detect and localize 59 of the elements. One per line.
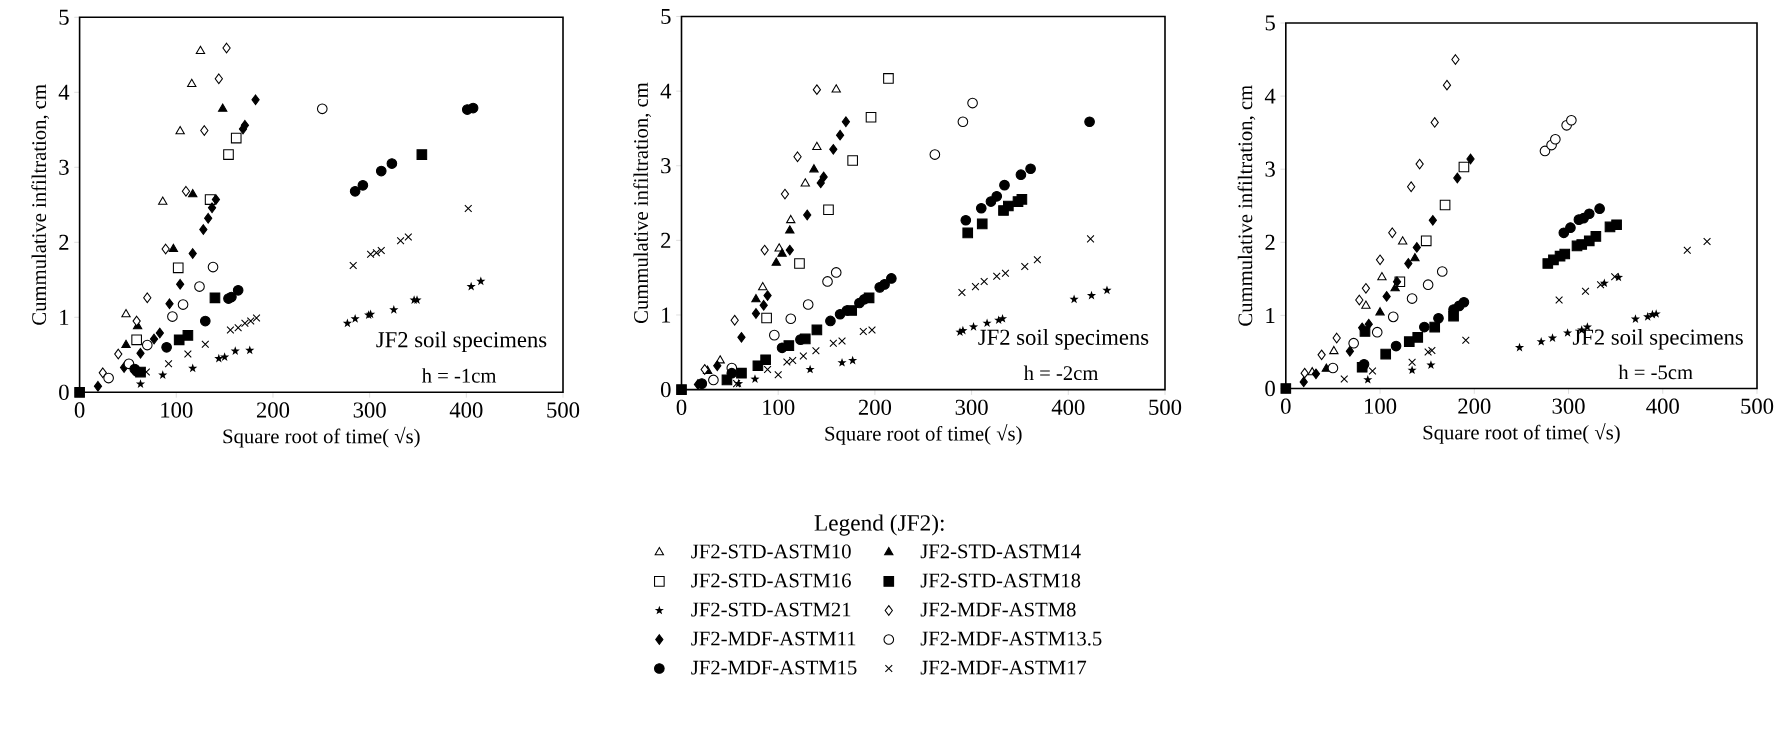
x-tick-label: 200 [858,399,892,415]
legend-label: JF2-STD-ASTM10 [691,544,851,559]
y-tick-label: 1 [60,309,69,325]
legend-label: JF2-STD-ASTM14 [920,544,1081,559]
y-tick-label: 3 [661,158,671,174]
x-tick-label: 300 [1552,398,1585,414]
y-tick-label: 1 [1266,307,1275,323]
legend-label: JF2-MDF-ASTM11 [691,631,856,646]
annotation: JF2 soil specimens [978,328,1149,350]
y-tick-label: 3 [59,159,69,175]
y-tick-label: 4 [1264,88,1276,104]
y-tick-label: 2 [59,234,69,250]
annotation: h = -1cm [421,368,497,383]
y-tick-label: 4 [660,83,672,99]
y-tick-label: 1 [662,307,671,323]
y-axis-title: Cummulative infiltration, cm [633,82,651,324]
x-axis-title: Square root of time( √s) [1423,422,1620,444]
x-tick-label: 100 [1365,398,1397,414]
x-tick-label: 400 [1646,398,1679,414]
x-axis-title: Square root of time( √s) [825,424,1022,445]
x-tick-label: 100 [763,399,795,415]
legend-label: JF2-STD-ASTM21 [691,602,851,617]
legend-label: JF2-STD-ASTM16 [691,573,851,588]
y-tick-label: 5 [59,9,69,25]
y-axis-title: Cummulative infiltration, cm [1237,85,1256,326]
annotation: JF2 soil specimens [1572,328,1743,350]
y-tick-label: 0 [1265,380,1275,397]
annotation: h = -5cm [1618,364,1693,380]
x-tick-label: 400 [449,402,483,418]
x-tick-label: 0 [1281,398,1291,414]
x-tick-label: 0 [676,399,687,415]
x-tick-label: 200 [1458,398,1491,414]
x-tick-label: 100 [161,402,193,418]
y-tick-label: 4 [58,84,70,100]
x-tick-label: 300 [353,402,386,418]
y-tick-label: 0 [660,381,671,398]
annotation: JF2 soil specimens [376,331,547,352]
legend-label: JF2-MDF-ASTM17 [920,660,1087,675]
annotation: h = -2cm [1023,365,1099,381]
x-tick-label: 0 [74,402,85,418]
y-tick-label: 5 [661,8,671,25]
x-tick-label: 200 [256,402,290,418]
y-tick-label: 0 [59,384,69,400]
x-axis-title: Square root of time( √s) [223,426,420,448]
y-tick-label: 3 [1265,161,1275,177]
y-tick-label: 2 [1265,234,1275,250]
x-tick-label: 400 [1051,399,1085,415]
x-tick-label: 500 [1149,399,1182,415]
legend-label: JF2-MDF-ASTM8 [920,602,1076,617]
legend-title: Legend (JF2): [814,514,944,536]
y-tick-label: 5 [1265,15,1275,31]
x-tick-label: 300 [955,399,988,415]
y-tick-label: 2 [661,232,671,248]
legend-label: JF2-MDF-ASTM13.5 [920,631,1102,646]
x-tick-label: 500 [1741,398,1774,414]
y-axis-title: Cummulative infiltration, cm [31,84,50,325]
legend-label: JF2-MDF-ASTM15 [691,660,857,675]
x-tick-label: 500 [547,402,580,418]
legend-label: JF2-STD-ASTM18 [920,573,1081,588]
